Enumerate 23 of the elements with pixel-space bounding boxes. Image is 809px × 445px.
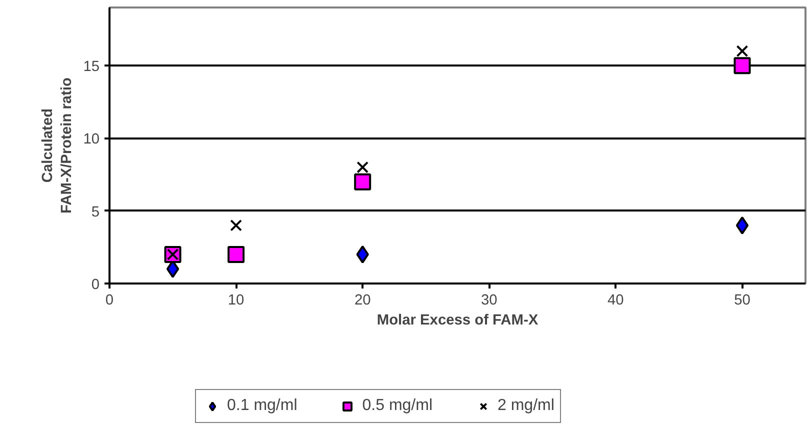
x-tick-label: 20 — [354, 292, 371, 308]
point — [734, 57, 751, 74]
x-tick-label: 50 — [734, 292, 750, 308]
x-tick-label: 0 — [105, 292, 114, 308]
x-tick-label: 10 — [228, 292, 244, 308]
point — [354, 173, 372, 190]
y-tick-label: 10 — [83, 132, 100, 148]
x-axis-title: Molar Excess of FAM-X — [376, 312, 538, 328]
point — [228, 246, 245, 263]
point — [356, 161, 369, 174]
y-tick-label: 5 — [91, 204, 100, 220]
point — [356, 245, 369, 264]
point — [230, 219, 242, 232]
x-tick-label: 30 — [480, 292, 498, 308]
y-axis-title: Calculated FAM-X/Protein ratio — [40, 77, 76, 214]
legend-label: 0.5 mg/ml — [362, 397, 432, 415]
legend-label: 2 mg/ml — [498, 397, 554, 415]
point — [736, 216, 749, 234]
point — [736, 45, 748, 58]
x-tick-label: 40 — [608, 292, 624, 308]
y-tick-label: 0 — [91, 277, 100, 293]
legend-label: 0.1 mg/ml — [227, 397, 298, 415]
y-tick-label: 15 — [83, 59, 100, 76]
